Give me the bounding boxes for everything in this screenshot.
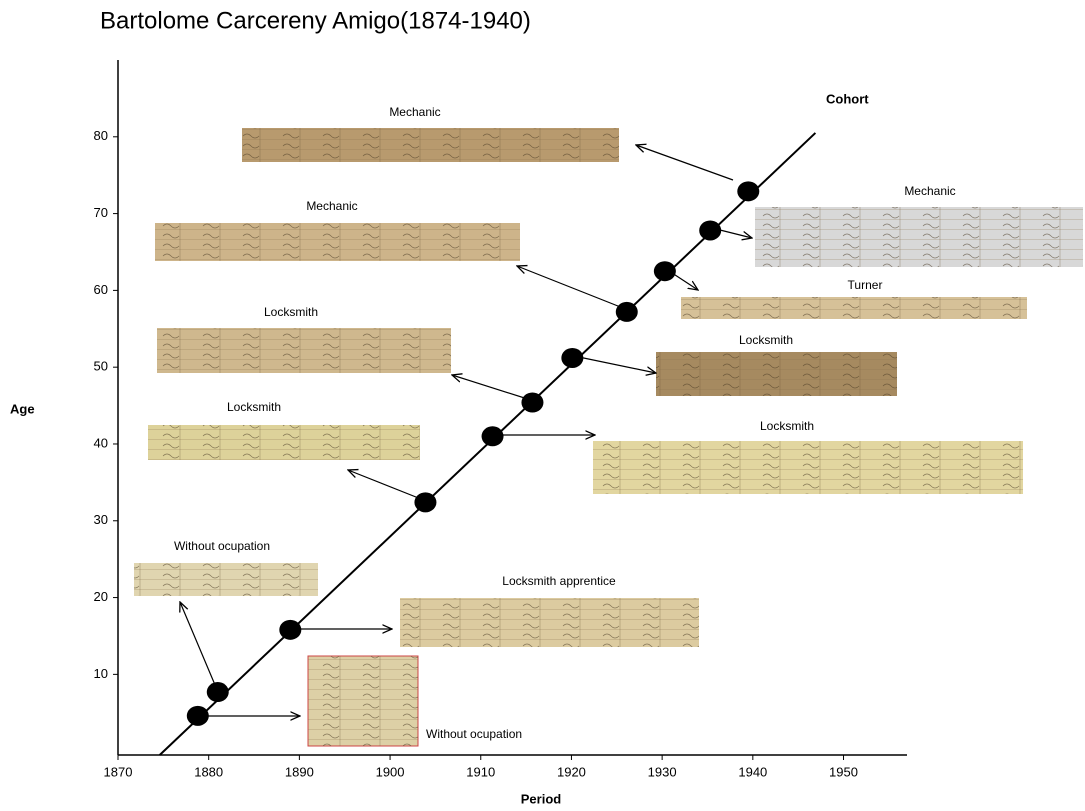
record-texture	[155, 223, 520, 261]
annotation-label: Without ocupation	[426, 727, 522, 741]
point	[699, 220, 722, 241]
x-tick-label: 1920	[557, 764, 586, 779]
point	[561, 347, 584, 368]
y-axis-label: Age	[10, 401, 35, 416]
chart-title: Bartolome Carcereny Amigo(1874-1940)	[100, 7, 531, 34]
annotation-label: Mechanic	[904, 184, 955, 198]
record-texture	[157, 328, 451, 373]
record-texture	[308, 656, 418, 746]
x-tick-label: 1950	[829, 764, 858, 779]
x-tick-label: 1900	[376, 764, 405, 779]
record-texture	[656, 352, 897, 396]
point	[414, 492, 437, 513]
arrow	[636, 145, 734, 181]
point	[279, 619, 302, 640]
arrow	[348, 470, 427, 502]
arrow	[452, 375, 535, 402]
arrow	[517, 266, 629, 311]
point	[186, 705, 209, 726]
point	[481, 426, 504, 447]
y-tick-label: 30	[94, 512, 108, 527]
x-tick-label: 1870	[104, 764, 133, 779]
annotation-label: Locksmith	[264, 305, 318, 319]
record-texture	[148, 425, 420, 460]
arrow	[180, 602, 219, 693]
x-tick-label: 1880	[194, 764, 223, 779]
record-texture	[681, 297, 1027, 319]
annotation-label: Mechanic	[389, 105, 440, 119]
record-texture	[400, 598, 699, 647]
annotation-label: Without ocupation	[174, 539, 270, 553]
record-texture	[755, 207, 1083, 267]
y-tick-label: 70	[94, 205, 108, 220]
annotation-label: Mechanic	[306, 199, 357, 213]
record-texture	[593, 441, 1023, 494]
y-tick-label: 50	[94, 359, 108, 374]
point	[521, 392, 544, 413]
cohort-label: Cohort	[826, 91, 869, 106]
annotation-label: Locksmith	[227, 400, 281, 414]
x-tick-label: 1930	[648, 764, 677, 779]
y-tick-label: 40	[94, 435, 108, 450]
point	[615, 301, 638, 322]
y-tick-label: 10	[94, 666, 108, 681]
annotation-label: Locksmith	[739, 333, 793, 347]
point	[653, 261, 676, 282]
annotation-label: Locksmith	[760, 419, 814, 433]
y-tick-label: 20	[94, 589, 108, 604]
y-tick-label: 80	[94, 128, 108, 143]
annotation-label: Locksmith apprentice	[502, 574, 616, 588]
x-tick-label: 1890	[285, 764, 314, 779]
point	[206, 682, 229, 703]
y-tick-label: 60	[94, 282, 108, 297]
x-axis-label: Period	[521, 791, 562, 806]
point	[737, 181, 760, 202]
x-tick-label: 1940	[738, 764, 767, 779]
record-texture	[242, 128, 619, 162]
x-tick-label: 1910	[466, 764, 495, 779]
record-texture	[134, 563, 318, 596]
arrow	[573, 355, 656, 373]
annotation-label: Turner	[848, 278, 883, 292]
